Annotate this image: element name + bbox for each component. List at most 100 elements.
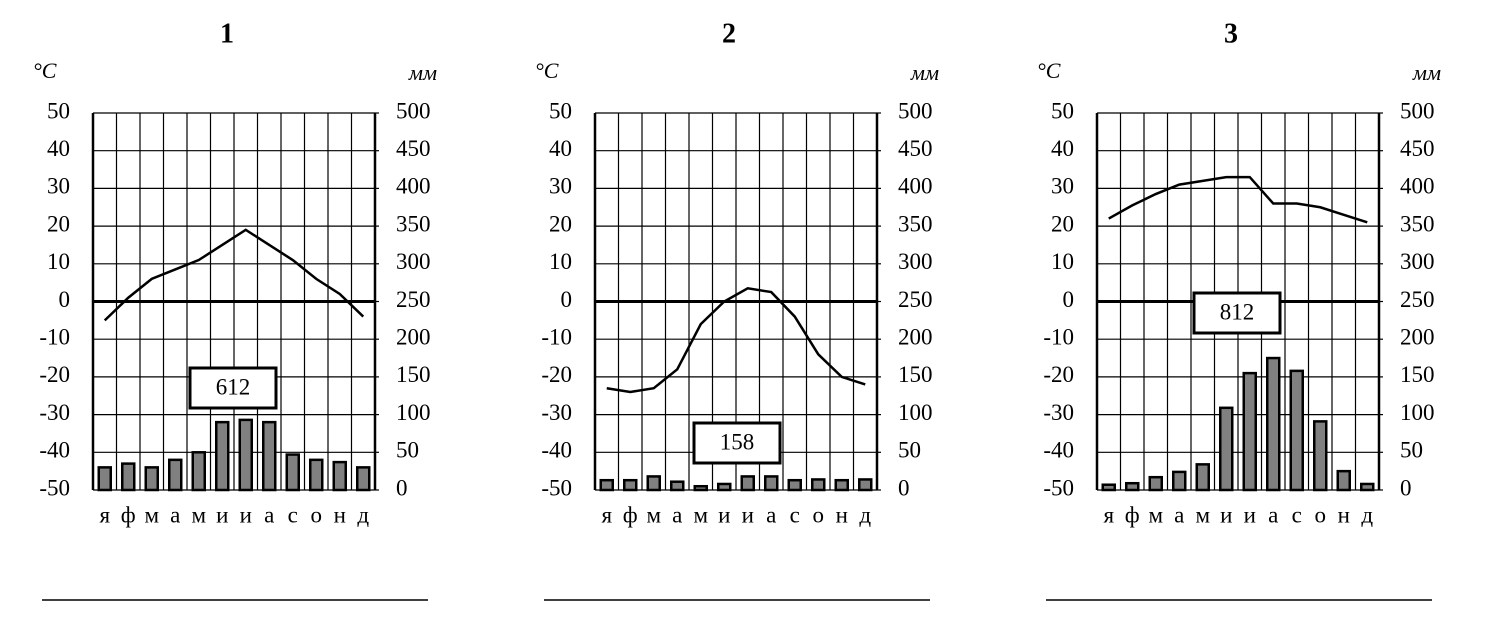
y-tick-label: 20 — [47, 211, 70, 236]
y-tick-label: 0 — [561, 287, 573, 312]
x-tick-label: о — [1315, 502, 1327, 527]
bar — [215, 420, 230, 492]
x-tick-label: я — [1103, 502, 1114, 527]
x-tick-label: н — [334, 502, 346, 527]
y2-tick-label: 50 — [898, 438, 921, 463]
bar — [599, 478, 614, 492]
bar — [1336, 469, 1351, 492]
y-tick-label: -40 — [1043, 438, 1074, 463]
bar — [623, 478, 638, 492]
y-tick-label: 0 — [1063, 287, 1075, 312]
temperature-line — [103, 228, 365, 322]
bar — [1289, 369, 1304, 492]
bar — [740, 475, 755, 492]
bar — [144, 466, 159, 492]
y-tick-label: 10 — [47, 249, 70, 274]
x-tick-label: н — [1338, 502, 1350, 527]
y-tick-label: 20 — [549, 211, 572, 236]
bar — [191, 451, 206, 492]
x-tick-label: и — [742, 502, 754, 527]
y-tick-label: 50 — [1051, 98, 1074, 123]
x-tick-label: ф — [623, 502, 638, 527]
x-tick-label: с — [288, 502, 298, 527]
y2-tick-label: 0 — [396, 475, 408, 500]
x-tick-label: д — [1361, 502, 1373, 527]
y2-tick-label: 350 — [898, 211, 933, 236]
bar — [858, 478, 873, 492]
bar — [1101, 483, 1116, 492]
y2-tick-label: 200 — [1400, 324, 1435, 349]
x-tick-label: а — [766, 502, 776, 527]
bar — [1313, 420, 1328, 492]
y-tick-label: -50 — [39, 475, 70, 500]
bar — [1219, 406, 1234, 492]
y2-tick-label: 300 — [898, 249, 933, 274]
x-tick-label: д — [357, 502, 369, 527]
y-tick-label: -20 — [541, 362, 572, 387]
bar — [332, 460, 347, 492]
bar — [670, 480, 685, 492]
y2-tick-label: 450 — [898, 136, 933, 161]
x-tick-label: м — [1148, 502, 1163, 527]
annotation-box — [692, 421, 782, 465]
y2-tick-label: 0 — [898, 475, 910, 500]
x-tick-label: и — [240, 502, 252, 527]
y-tick-label: 20 — [1051, 211, 1074, 236]
bar — [834, 478, 849, 492]
y-axis-label: °C — [535, 58, 559, 83]
bar — [717, 482, 732, 492]
bar — [238, 418, 253, 492]
bar — [764, 475, 779, 492]
y2-tick-label: 300 — [1400, 249, 1435, 274]
annotation-box — [188, 366, 278, 410]
x-tick-label: а — [264, 502, 274, 527]
y-tick-label: -50 — [541, 475, 572, 500]
y-tick-label: -30 — [541, 400, 572, 425]
x-tick-label: м — [1195, 502, 1210, 527]
x-tick-label: а — [672, 502, 682, 527]
x-tick-label: н — [836, 502, 848, 527]
y2-tick-label: 450 — [1400, 136, 1435, 161]
y2-tick-label: 50 — [1400, 438, 1423, 463]
y-tick-label: -50 — [1043, 475, 1074, 500]
y-tick-label: 0 — [59, 287, 71, 312]
bar — [1266, 356, 1281, 492]
y-axis-label: °C — [1037, 58, 1061, 83]
x-tick-label: д — [859, 502, 871, 527]
y2-tick-label: 500 — [898, 98, 933, 123]
x-tick-label: м — [144, 502, 159, 527]
y2-tick-label: 0 — [1400, 475, 1412, 500]
y-tick-label: 10 — [1051, 249, 1074, 274]
x-tick-label: ф — [1125, 502, 1140, 527]
y-tick-label: 40 — [1051, 136, 1074, 161]
bar — [1148, 475, 1163, 492]
x-tick-label: м — [191, 502, 206, 527]
x-tick-label: о — [813, 502, 825, 527]
y2-tick-label: 350 — [396, 211, 431, 236]
x-tick-label: я — [99, 502, 110, 527]
x-tick-label: о — [311, 502, 323, 527]
bar — [168, 458, 183, 492]
x-tick-label: м — [693, 502, 708, 527]
y-tick-label: -30 — [1043, 400, 1074, 425]
y-tick-label: -10 — [1043, 324, 1074, 349]
y-tick-label: -20 — [39, 362, 70, 387]
y2-tick-label: 50 — [396, 438, 419, 463]
y2-tick-label: 200 — [898, 324, 933, 349]
y2-tick-label: 250 — [396, 287, 431, 312]
y-tick-label: 40 — [549, 136, 572, 161]
bar — [356, 466, 371, 492]
bar — [97, 466, 112, 492]
bar — [811, 478, 826, 492]
y-tick-label: -20 — [1043, 362, 1074, 387]
x-tick-label: а — [1174, 502, 1184, 527]
bar — [1195, 463, 1210, 492]
y2-axis-label: мм — [408, 60, 437, 85]
bar — [1360, 482, 1375, 492]
y2-tick-label: 350 — [1400, 211, 1435, 236]
y-tick-label: -40 — [541, 438, 572, 463]
y2-tick-label: 150 — [396, 362, 431, 387]
bar — [787, 478, 802, 492]
y2-tick-label: 100 — [396, 400, 431, 425]
y2-tick-label: 300 — [396, 249, 431, 274]
